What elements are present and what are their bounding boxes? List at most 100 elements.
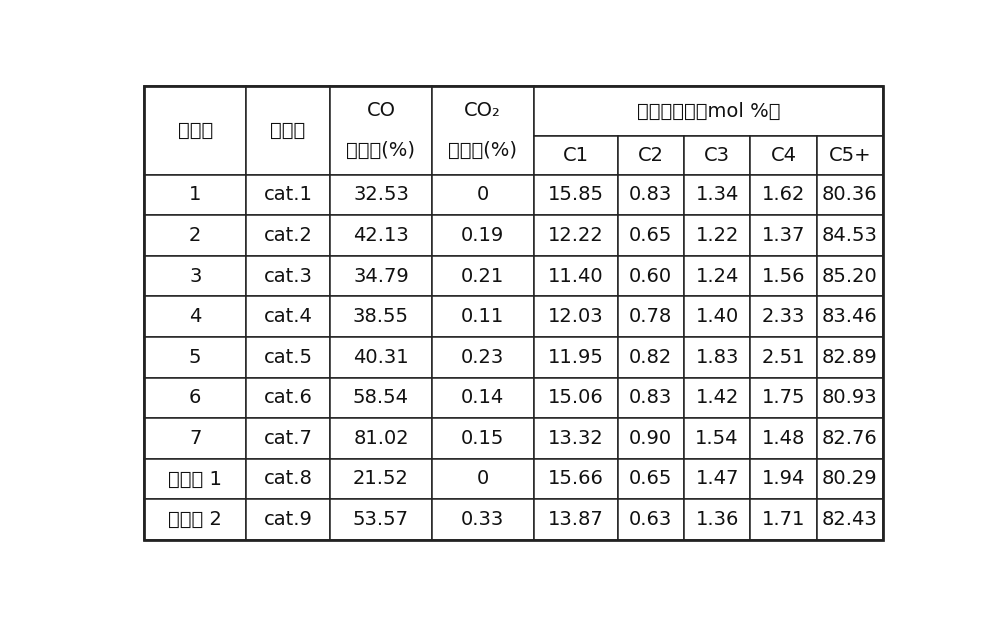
Bar — [684, 459, 750, 499]
Text: C2: C2 — [638, 146, 664, 165]
Text: 1.94: 1.94 — [762, 469, 805, 489]
Text: 1.22: 1.22 — [695, 226, 739, 245]
Bar — [432, 337, 534, 378]
Bar — [144, 499, 246, 540]
Text: 1.36: 1.36 — [695, 510, 739, 529]
Text: 11.95: 11.95 — [548, 348, 604, 367]
Bar — [684, 499, 750, 540]
Bar — [618, 459, 684, 499]
Text: cat.5: cat.5 — [264, 348, 313, 367]
Text: 1.56: 1.56 — [762, 267, 805, 286]
Text: 34.79: 34.79 — [353, 267, 409, 286]
Text: 7: 7 — [189, 429, 201, 448]
Text: cat.8: cat.8 — [264, 469, 313, 489]
Bar — [246, 499, 330, 540]
Bar — [534, 337, 618, 378]
Text: 对比例 1: 对比例 1 — [168, 469, 222, 489]
Text: 0.11: 0.11 — [461, 307, 504, 326]
Text: 1.62: 1.62 — [762, 185, 805, 205]
Text: C1: C1 — [563, 146, 589, 165]
Text: CO: CO — [366, 100, 395, 120]
Bar — [246, 337, 330, 378]
Bar — [432, 175, 534, 215]
Text: 0.83: 0.83 — [629, 185, 672, 205]
Bar — [817, 136, 883, 175]
Bar — [330, 296, 432, 337]
Bar — [144, 337, 246, 378]
Text: cat.6: cat.6 — [264, 388, 313, 407]
Text: 1.71: 1.71 — [762, 510, 805, 529]
Bar — [432, 378, 534, 418]
Bar — [330, 256, 432, 296]
Bar — [246, 418, 330, 459]
Bar — [144, 175, 246, 215]
Bar — [750, 337, 817, 378]
Text: 58.54: 58.54 — [353, 388, 409, 407]
Bar — [432, 86, 534, 175]
Text: 13.32: 13.32 — [548, 429, 603, 448]
Text: 0.82: 0.82 — [629, 348, 672, 367]
Text: 0.63: 0.63 — [629, 510, 672, 529]
Text: 12.22: 12.22 — [548, 226, 603, 245]
Text: 0.19: 0.19 — [461, 226, 504, 245]
Text: 1.34: 1.34 — [695, 185, 739, 205]
Bar — [534, 378, 618, 418]
Bar — [618, 337, 684, 378]
Text: 21.52: 21.52 — [353, 469, 409, 489]
Bar — [817, 337, 883, 378]
Bar — [750, 215, 817, 256]
Bar — [684, 337, 750, 378]
Text: C3: C3 — [704, 146, 730, 165]
Text: 2.51: 2.51 — [762, 348, 805, 367]
Text: cat.9: cat.9 — [264, 510, 313, 529]
Text: 0.23: 0.23 — [461, 348, 504, 367]
Bar — [144, 256, 246, 296]
Bar — [684, 378, 750, 418]
Bar — [534, 215, 618, 256]
Text: 0.78: 0.78 — [629, 307, 672, 326]
Text: cat.3: cat.3 — [264, 267, 313, 286]
Text: 0.33: 0.33 — [461, 510, 504, 529]
Text: 80.36: 80.36 — [822, 185, 878, 205]
Text: 对比例 2: 对比例 2 — [168, 510, 222, 529]
Text: 82.89: 82.89 — [822, 348, 878, 367]
Text: 85.20: 85.20 — [822, 267, 878, 286]
Text: 81.02: 81.02 — [353, 429, 409, 448]
Text: 选择性(%): 选择性(%) — [448, 141, 517, 161]
Text: 38.55: 38.55 — [353, 307, 409, 326]
Text: 0.65: 0.65 — [629, 469, 672, 489]
Text: 13.87: 13.87 — [548, 510, 603, 529]
Text: 11.40: 11.40 — [548, 267, 603, 286]
Bar — [330, 86, 432, 175]
Bar — [618, 215, 684, 256]
Bar — [432, 418, 534, 459]
Bar — [330, 378, 432, 418]
Bar — [432, 499, 534, 540]
Bar — [817, 296, 883, 337]
Text: 53.57: 53.57 — [353, 510, 409, 529]
Text: 12.03: 12.03 — [548, 307, 603, 326]
Bar — [750, 378, 817, 418]
Bar — [618, 175, 684, 215]
Bar — [618, 378, 684, 418]
Bar — [330, 459, 432, 499]
Bar — [618, 296, 684, 337]
Bar — [534, 296, 618, 337]
Text: 82.76: 82.76 — [822, 429, 878, 448]
Text: 83.46: 83.46 — [822, 307, 878, 326]
Bar — [330, 215, 432, 256]
Text: cat.1: cat.1 — [264, 185, 313, 205]
Bar — [432, 459, 534, 499]
Bar — [246, 215, 330, 256]
Bar — [246, 86, 330, 175]
Bar — [432, 296, 534, 337]
Text: 15.66: 15.66 — [548, 469, 604, 489]
Text: 82.43: 82.43 — [822, 510, 878, 529]
Bar — [750, 459, 817, 499]
Bar — [534, 499, 618, 540]
Text: CO₂: CO₂ — [464, 100, 501, 120]
Text: 3: 3 — [189, 267, 201, 286]
Bar — [684, 418, 750, 459]
Bar — [144, 459, 246, 499]
Text: 32.53: 32.53 — [353, 185, 409, 205]
